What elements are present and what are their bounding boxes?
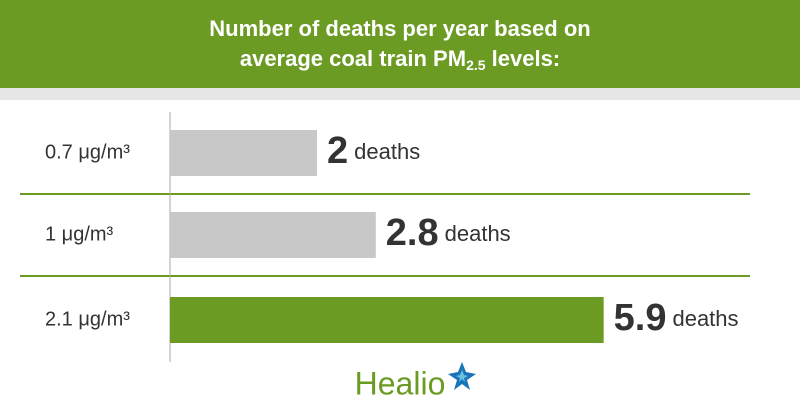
- logo-star: [448, 362, 476, 390]
- bar: [170, 212, 376, 258]
- value-unit: deaths: [672, 306, 738, 331]
- value-label: 2 deaths: [327, 130, 420, 172]
- category-label: 2.1 μg/m³: [45, 308, 130, 330]
- value-number: 5.9: [614, 297, 667, 339]
- category-label: 1 μg/m³: [45, 223, 114, 245]
- header-band: [0, 88, 800, 100]
- bar: [170, 130, 317, 176]
- value-number: 2: [327, 130, 348, 172]
- logo: Healio: [355, 365, 446, 401]
- bar: [170, 297, 604, 343]
- value-label: 5.9 deaths: [614, 297, 739, 339]
- chart-title: Number of deaths per year based on avera…: [190, 14, 610, 74]
- value-unit: deaths: [354, 139, 420, 164]
- value-unit: deaths: [445, 221, 511, 246]
- value-number: 2.8: [386, 212, 439, 254]
- title-text: Number of deaths per year based on avera…: [209, 16, 591, 71]
- title-end: levels:: [485, 46, 561, 71]
- category-label: 0.7 μg/m³: [45, 141, 130, 163]
- value-label: 2.8 deaths: [386, 212, 511, 254]
- title-subscript: 2.5: [466, 57, 486, 73]
- header: Number of deaths per year based on avera…: [0, 0, 800, 88]
